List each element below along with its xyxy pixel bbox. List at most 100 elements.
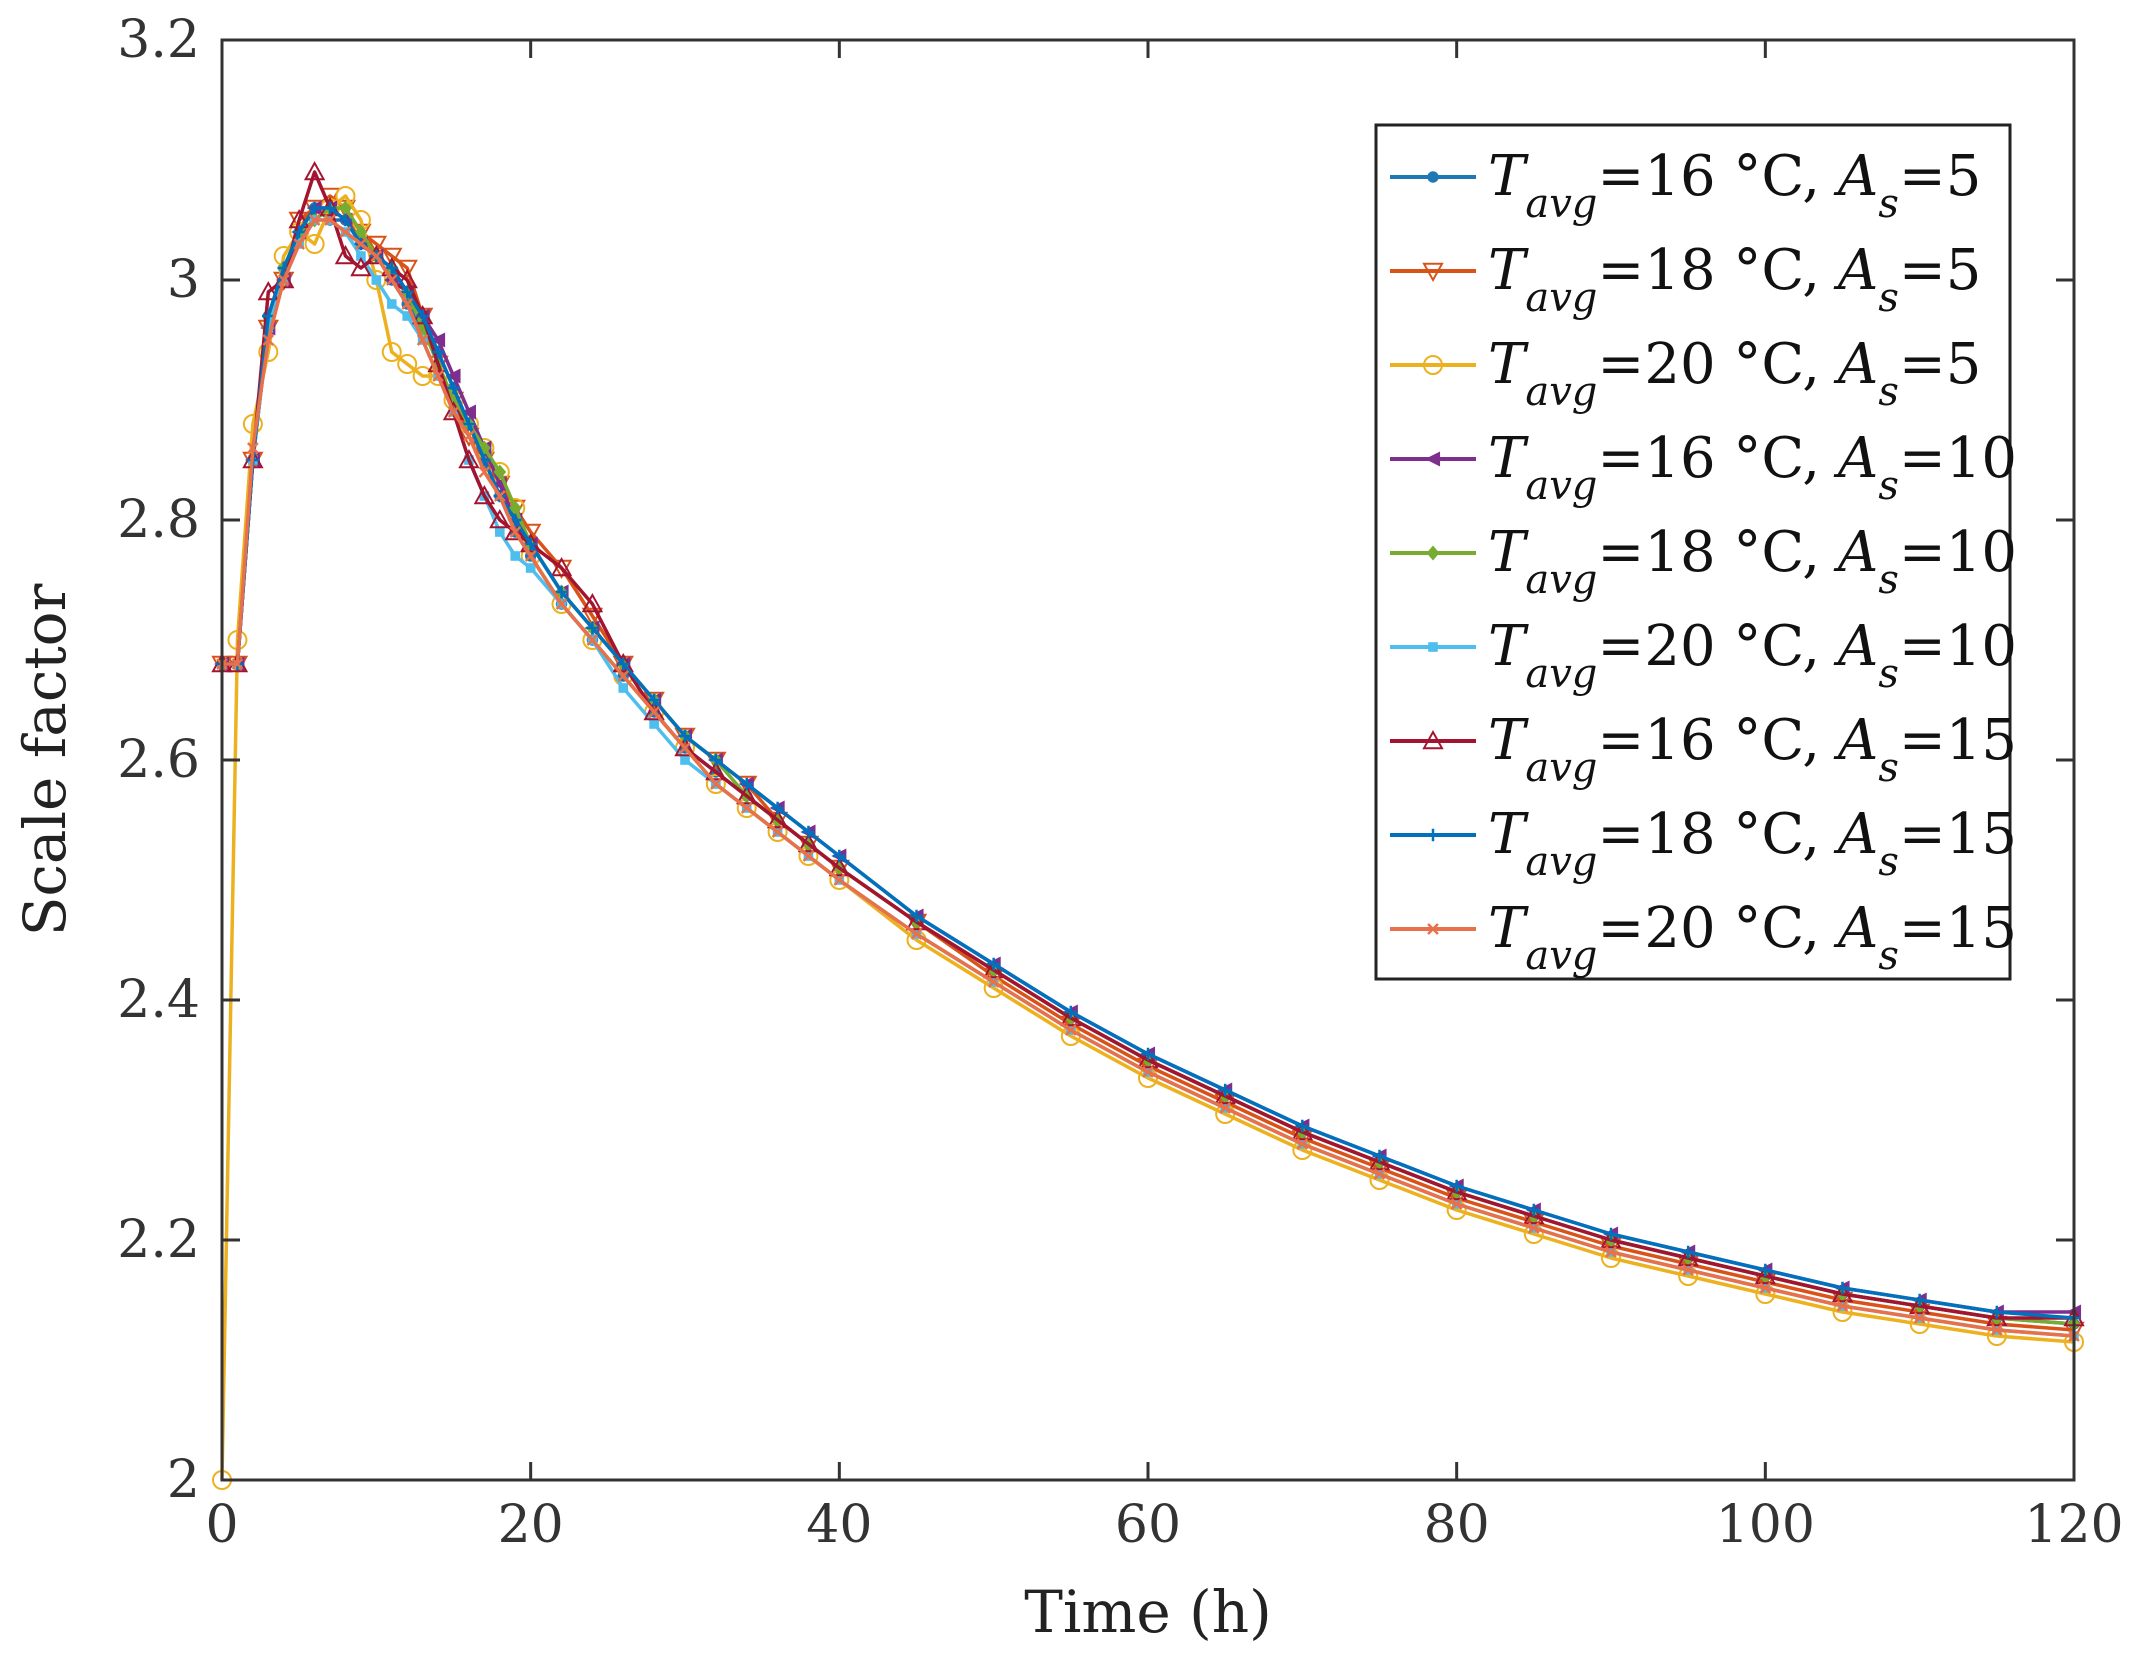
data-point xyxy=(1450,1198,1463,1210)
legend-entry: Tavg=16 °C, As=15 xyxy=(1390,708,2017,791)
data-point xyxy=(1913,1312,1926,1324)
x-tick-label: 80 xyxy=(1424,1495,1490,1555)
x-tick-label: 100 xyxy=(1716,1495,1815,1555)
data-point xyxy=(674,736,696,757)
data-point xyxy=(525,563,536,573)
legend-label: Tavg=20 °C, As=10 xyxy=(1488,614,2017,697)
y-axis-title: Scale factor xyxy=(11,583,79,936)
x-tick-label: 60 xyxy=(1115,1495,1181,1555)
data-point xyxy=(1677,1246,1699,1267)
data-point xyxy=(1990,1324,2003,1336)
data-point xyxy=(1142,1066,1154,1078)
data-point xyxy=(308,201,321,215)
data-point xyxy=(1990,1305,2004,1319)
data-point xyxy=(416,334,429,346)
y-tick-label: 2.8 xyxy=(117,490,200,550)
data-point xyxy=(1426,828,1440,842)
data-point xyxy=(257,280,279,301)
data-point xyxy=(1064,1024,1077,1036)
series-9 xyxy=(216,214,2080,1342)
data-point xyxy=(771,801,784,815)
legend-entry: Tavg=18 °C, As=10 xyxy=(1390,520,2017,603)
data-point xyxy=(1219,1102,1232,1114)
data-point xyxy=(705,760,727,781)
data-point xyxy=(1445,1180,1468,1201)
y-tick-label: 2.6 xyxy=(117,730,200,790)
data-point xyxy=(489,508,511,529)
data-point xyxy=(355,238,367,250)
data-point xyxy=(586,621,599,635)
data-point xyxy=(828,856,851,877)
data-point xyxy=(293,238,306,250)
data-point xyxy=(247,442,259,454)
data-point xyxy=(1523,1204,1545,1225)
data-point xyxy=(231,658,244,670)
data-point xyxy=(910,909,923,923)
data-point xyxy=(982,958,1005,979)
data-point xyxy=(1141,1047,1155,1061)
data-point xyxy=(292,225,306,239)
legend-label: Tavg=16 °C, As=15 xyxy=(1488,708,2017,791)
data-point xyxy=(1427,171,1439,183)
data-point xyxy=(709,753,723,767)
data-point xyxy=(1831,1282,1854,1303)
data-point xyxy=(740,802,753,814)
data-point xyxy=(643,700,665,721)
data-point xyxy=(381,247,403,268)
data-point xyxy=(710,778,722,790)
data-point xyxy=(463,430,475,442)
data-point xyxy=(1296,1138,1309,1150)
data-point xyxy=(262,309,275,323)
data-point xyxy=(1681,1245,1695,1259)
data-point xyxy=(802,850,815,862)
data-point xyxy=(833,874,846,886)
data-point xyxy=(555,585,568,599)
data-point xyxy=(1450,1179,1463,1193)
data-point xyxy=(473,484,496,505)
data-point xyxy=(1425,451,1441,467)
data-point xyxy=(1373,1149,1386,1163)
data-point xyxy=(430,332,446,348)
data-point xyxy=(509,526,522,538)
data-point xyxy=(1296,1119,1309,1133)
data-point xyxy=(324,214,336,226)
data-point xyxy=(987,957,1000,971)
data-point xyxy=(397,354,418,374)
data-point xyxy=(385,274,398,286)
data-point xyxy=(442,400,465,421)
data-point xyxy=(510,551,521,561)
data-point xyxy=(1422,262,1444,283)
data-point xyxy=(581,592,604,613)
data-point xyxy=(987,976,1000,988)
data-point xyxy=(1908,1294,1931,1315)
data-point xyxy=(524,550,537,562)
legend-entry: Tavg=18 °C, As=5 xyxy=(1390,238,1981,321)
legend-label: Tavg=18 °C, As=10 xyxy=(1488,520,2017,603)
data-point xyxy=(462,417,476,431)
data-point xyxy=(308,214,321,226)
data-point xyxy=(797,832,820,853)
data-point xyxy=(1428,642,1438,652)
data-point xyxy=(1291,1120,1314,1141)
data-point xyxy=(493,490,506,502)
y-tick-label: 3 xyxy=(167,250,200,310)
data-point xyxy=(262,334,275,346)
data-point xyxy=(905,910,928,931)
data-point xyxy=(460,404,476,420)
data-point xyxy=(416,309,429,323)
data-point xyxy=(1218,1083,1232,1097)
data-point xyxy=(495,527,505,537)
data-point xyxy=(550,556,573,577)
x-axis-title: Time (h) xyxy=(1024,1578,1272,1646)
data-point xyxy=(616,657,630,671)
data-point xyxy=(401,298,414,310)
data-point xyxy=(1426,545,1440,561)
data-point xyxy=(1214,1084,1236,1105)
data-point xyxy=(1527,1203,1541,1217)
data-point xyxy=(1137,1048,1159,1069)
data-point xyxy=(334,244,357,265)
data-point xyxy=(370,250,383,262)
data-point xyxy=(524,537,537,551)
data-point xyxy=(910,928,923,940)
legend-label: Tavg=16 °C, As=5 xyxy=(1488,144,1981,227)
